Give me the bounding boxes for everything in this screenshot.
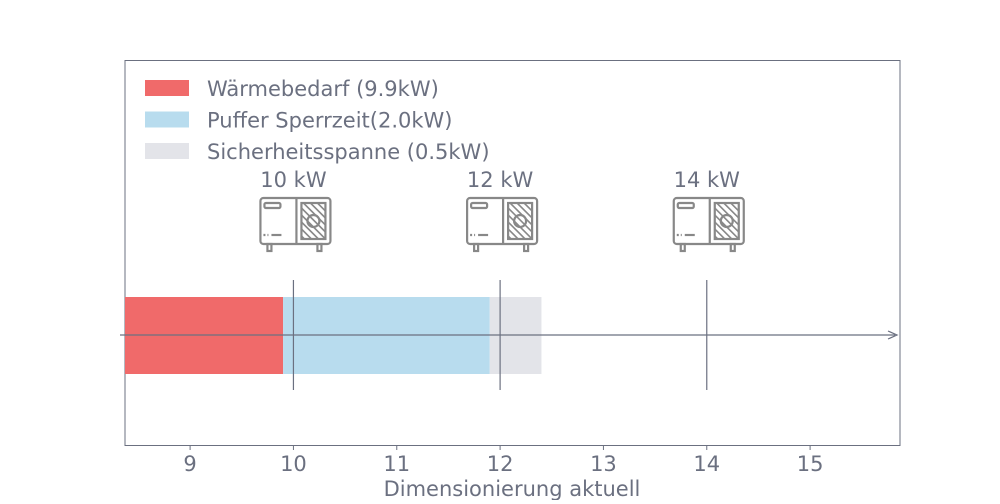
legend-label-0: Wärmebedarf (9.9kW): [207, 77, 439, 101]
legend-swatch-0: [145, 80, 189, 96]
heat-pump-icon: [466, 196, 539, 253]
heat-pump-icon: [259, 196, 332, 253]
x-tick-label: 14: [693, 452, 720, 476]
x-tick-label: 12: [487, 452, 514, 476]
x-tick-label: 13: [590, 452, 617, 476]
x-tick-label: 15: [797, 452, 824, 476]
legend-label-1: Puffer Sperrzeit(2.0kW): [207, 109, 453, 133]
legend-swatch-2: [145, 143, 189, 159]
legend-label-2: Sicherheitsspanne (0.5kW): [207, 140, 490, 164]
plot-frame: [124, 60, 901, 446]
heat-pump-icon: [672, 196, 745, 253]
legend-swatch-1: [145, 111, 189, 128]
x-tick-label: 11: [383, 452, 410, 476]
x-tick-label: 9: [183, 452, 196, 476]
x-axis-label: Dimensionierung aktuell: [384, 477, 641, 500]
arrow-head-icon: [887, 330, 899, 340]
marker-label-2: 14 kW: [674, 168, 741, 192]
x-tick-label: 10: [280, 452, 307, 476]
marker-label-1: 12 kW: [467, 168, 534, 192]
marker-label-0: 10 kW: [260, 168, 327, 192]
